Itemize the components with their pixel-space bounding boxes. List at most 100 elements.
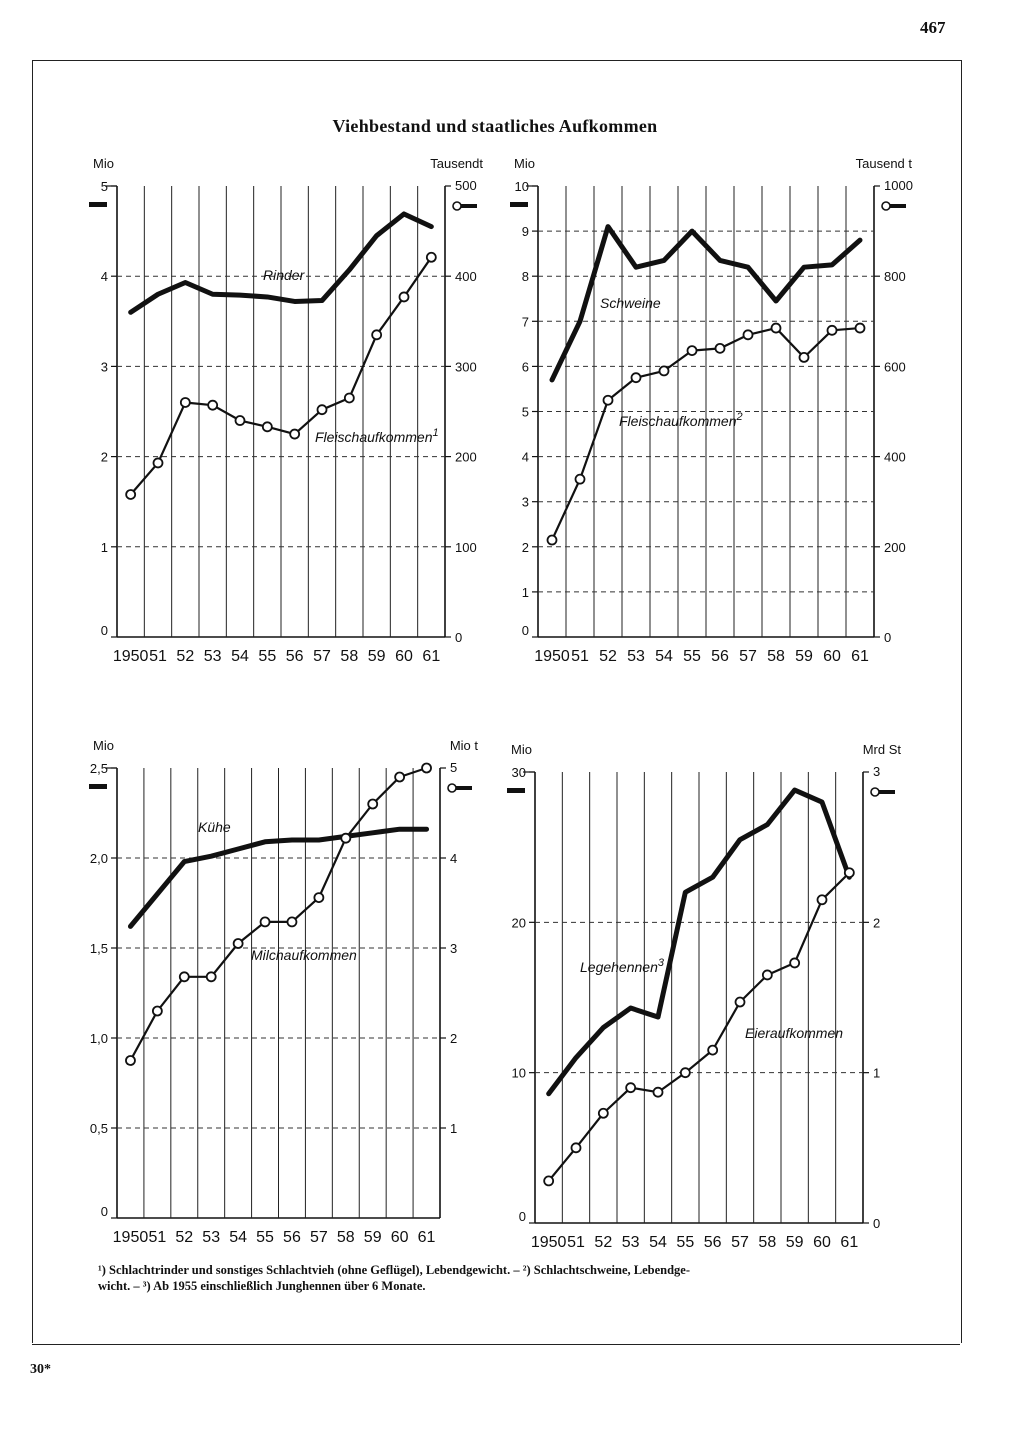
data-point (425, 251, 437, 263)
left-tick-label: 7 (522, 314, 529, 329)
right-series-key (461, 204, 477, 208)
series-line-schweine (549, 224, 863, 383)
data-point (152, 457, 164, 469)
data-point (343, 392, 355, 404)
left-tick-label: 0 (101, 623, 108, 638)
right-tick-label: 5 (450, 760, 457, 775)
left-tick-label: 4 (101, 269, 108, 284)
right-series-key-marker (870, 787, 880, 797)
x-tick-label: 51 (148, 1229, 166, 1246)
data-point (179, 397, 191, 408)
x-tick-label: 61 (851, 648, 869, 665)
x-tick-label: 56 (286, 648, 304, 665)
right-axis-unit: Tausendt (430, 156, 483, 171)
series-label: Fleischaufkommen1 (315, 427, 439, 445)
left-tick-label: 30 (512, 765, 526, 780)
x-tick-label: 59 (795, 648, 813, 665)
data-point (570, 1142, 582, 1154)
x-tick-label: 55 (258, 648, 276, 665)
x-tick-label: 54 (649, 1234, 667, 1251)
x-tick-label: 59 (364, 1229, 382, 1246)
data-point (734, 996, 746, 1008)
x-tick-label: 57 (310, 1229, 328, 1246)
right-tick-label: 0 (455, 630, 462, 645)
right-tick-label: 3 (873, 764, 880, 779)
data-point (761, 969, 773, 981)
series-footnote-marker: 1 (433, 427, 439, 439)
data-point (597, 1107, 609, 1119)
x-tick-label: 57 (313, 648, 331, 665)
left-series-key (89, 784, 107, 789)
footnotes: ¹) Schlachtrinder und sonstiges Schlacht… (98, 1262, 898, 1294)
data-point (232, 938, 244, 949)
left-tick-label: 5 (101, 179, 108, 194)
right-tick-label: 100 (455, 540, 477, 555)
data-point (261, 421, 273, 433)
right-series-key (456, 786, 472, 790)
data-point (367, 798, 379, 810)
data-point (340, 832, 352, 844)
data-point (371, 329, 383, 341)
x-tick-label: 58 (767, 648, 785, 665)
x-tick-label: 60 (395, 648, 413, 665)
left-tick-label: 6 (522, 359, 529, 374)
x-tick-label: 55 (676, 1234, 694, 1251)
left-tick-label: 4 (522, 450, 529, 465)
data-point (313, 892, 325, 903)
left-tick-label: 2 (101, 450, 108, 465)
x-tick-label: 1950 (113, 648, 149, 665)
x-tick-label: 61 (418, 1229, 436, 1246)
x-tick-label: 60 (823, 648, 841, 665)
data-point (826, 324, 838, 336)
data-point (686, 345, 698, 357)
x-tick-label: 54 (229, 1229, 247, 1246)
x-tick-label: 57 (739, 648, 757, 665)
right-tick-label: 2 (450, 1031, 457, 1046)
right-tick-label: 300 (455, 359, 477, 374)
data-point (286, 916, 298, 928)
left-tick-label: 8 (522, 269, 529, 284)
left-tick-label: 2,5 (90, 761, 108, 776)
left-tick-label: 10 (515, 179, 529, 194)
left-tick-label: 5 (522, 405, 529, 420)
data-point (546, 534, 558, 546)
left-tick-label: 3 (101, 359, 108, 374)
left-tick-label: 1 (101, 540, 108, 555)
series-label: Fleischaufkommen2 (619, 411, 743, 429)
left-tick-label: 1,0 (90, 1031, 108, 1046)
series-label: Schweine (600, 295, 661, 311)
series-label: Milchaufkommen (251, 947, 357, 963)
series-label: Kühe (198, 819, 231, 835)
data-point (398, 291, 410, 303)
series-line-eieraufkommen (547, 871, 851, 1183)
x-tick-label: 52 (599, 648, 617, 665)
right-tick-label: 200 (455, 450, 477, 465)
right-tick-label: 400 (455, 269, 477, 284)
left-tick-label: 2 (522, 540, 529, 555)
data-point (207, 399, 219, 411)
series-line-rinder (128, 211, 434, 315)
left-tick-label: 1,5 (90, 941, 108, 956)
x-tick-label: 53 (204, 648, 222, 665)
series-label: Rinder (263, 267, 306, 283)
chart-panel-4: 0 10 20 30 Mio 0 1 2 3 Mrd St 1950 51 52 53 54 55 56 57 58… (507, 742, 901, 1251)
x-tick-label: 60 (391, 1229, 409, 1246)
x-tick-label: 55 (256, 1229, 274, 1246)
right-tick-label: 800 (884, 269, 906, 284)
chart-panel-1: 0 1 2 3 4 5 Mio 0 100 200 300 400 500 Tausendt 1950 51 5… (89, 156, 483, 665)
left-series-key (507, 788, 525, 793)
x-tick-label: 57 (731, 1234, 749, 1251)
sheet-signature: 30* (30, 1362, 51, 1377)
x-tick-label: 51 (149, 648, 167, 665)
series-line-milchaufkommen (129, 766, 428, 1062)
page-number: 467 (920, 18, 946, 37)
left-tick-label: 20 (512, 915, 526, 930)
right-tick-label: 1000 (884, 178, 913, 193)
x-tick-label: 59 (786, 1234, 804, 1251)
right-tick-label: 4 (450, 851, 457, 866)
chart-panel-2: 012345678910Mio02004006008001000Tausend … (510, 156, 913, 665)
right-series-key-marker (881, 201, 891, 211)
right-tick-label: 1 (450, 1121, 457, 1136)
right-series-key (890, 204, 906, 208)
left-tick-label: 10 (512, 1066, 526, 1081)
